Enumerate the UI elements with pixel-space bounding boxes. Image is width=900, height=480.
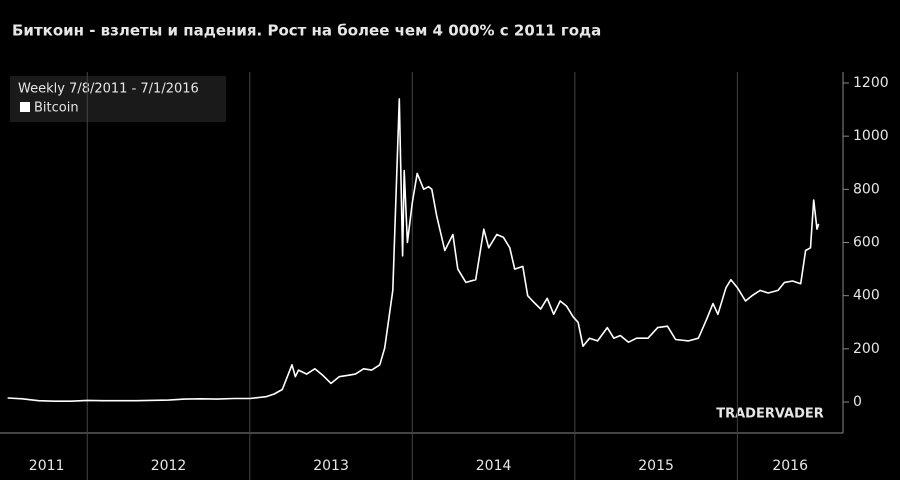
legend-label: Bitcoin (34, 101, 79, 116)
legend-swatch (20, 102, 30, 112)
x-tick-label: 2015 (638, 458, 674, 474)
legend-box (10, 76, 226, 122)
x-tick-label: 2011 (29, 458, 65, 474)
y-tick-label: 1200 (853, 75, 889, 91)
y-tick-label: 0 (853, 394, 862, 410)
y-tick-label: 800 (853, 181, 880, 197)
x-tick-label: 2016 (772, 458, 808, 474)
x-tick-label: 2014 (476, 458, 512, 474)
watermark: TRADERVADER (716, 407, 824, 422)
y-tick-label: 600 (853, 235, 880, 251)
chart-title: Биткоин - взлеты и падения. Рост на боле… (12, 22, 601, 40)
y-tick-label: 400 (853, 288, 880, 304)
y-tick-label: 1000 (853, 128, 889, 144)
x-tick-label: 2012 (151, 458, 187, 474)
line-series (7, 98, 820, 402)
x-tick-label: 2013 (313, 458, 349, 474)
legend-subtitle: Weekly 7/8/2011 - 7/1/2016 (18, 82, 199, 97)
y-tick-label: 200 (853, 341, 880, 357)
